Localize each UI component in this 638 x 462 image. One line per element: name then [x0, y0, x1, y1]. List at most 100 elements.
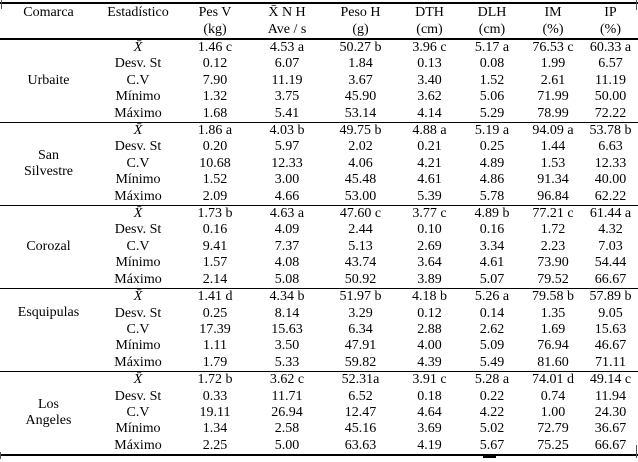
value-cell: 4.00 — [417, 338, 442, 354]
value-cell: 4.63 a — [251, 205, 323, 223]
value-cell: 3.40 — [417, 72, 442, 88]
column-header-im: IM (%) — [523, 3, 583, 40]
table-row: Esquipulas X̄ 1.41 d 4.34 b 51.97 b 4.18 b 5.2… — [0, 288, 638, 372]
value-cell: 47.91 — [344, 338, 377, 354]
value-cell: 3.62 c — [251, 371, 323, 389]
value-cell: 5.29 — [479, 105, 505, 121]
value-cell: 1.00 — [540, 404, 566, 420]
table-row: Corozal X̄ 1.73 b 4.63 a 47.60 c 3.77 c 4.89 b… — [0, 205, 638, 289]
value-cell: 46.67 — [594, 338, 627, 354]
value-cell: 79.58 b — [523, 288, 583, 306]
value-cell: 3.64 — [417, 255, 442, 271]
value-cell: 62.22 — [594, 188, 627, 204]
comarca-label: Esquipulas — [0, 288, 97, 372]
stat-label: C.V — [126, 404, 150, 420]
value-cell: 5.06 — [479, 89, 505, 105]
value-cell: 4.89 — [479, 155, 505, 171]
value-cell: 50.92 — [344, 271, 377, 287]
value-cell: 4.14 — [417, 105, 442, 121]
value-cell: 76.53 c — [523, 38, 583, 57]
header-line1: IP — [604, 5, 617, 20]
value-cell: 5.26 a — [461, 288, 523, 306]
value-cell: 74.01 d — [523, 371, 583, 389]
value-cell: 1.35 — [540, 305, 566, 321]
value-cell: 12.47 — [344, 404, 377, 420]
header-line2 — [97, 21, 179, 38]
table-row: Mínimo 1.52 3.00 45.48 4.61 4.86 91.34 40.00 — [0, 172, 638, 188]
value-cell: 5.08 — [274, 271, 300, 287]
value-cell: 1.84 — [348, 56, 373, 72]
table-row: Mínimo 1.32 3.75 45.90 3.62 5.06 71.99 50.00 — [0, 89, 638, 105]
value-cell: 5.13 — [348, 238, 373, 254]
stat-label: Mínimo — [115, 255, 161, 271]
value-cell: 1.68 — [202, 105, 228, 121]
value-cell: 4.32 — [598, 222, 623, 238]
stat-label: X̄ — [97, 38, 179, 57]
value-cell: 9.05 — [598, 305, 623, 321]
value-cell: 53.00 — [344, 188, 377, 204]
header-line2: (%) — [542, 22, 564, 37]
value-cell: 0.20 — [202, 139, 228, 155]
value-cell: 6.34 — [348, 321, 373, 337]
value-cell: 3.96 c — [398, 38, 461, 57]
value-cell: 53.78 b — [583, 122, 638, 140]
header-line1: Pes V — [198, 5, 232, 20]
value-cell: 0.16 — [479, 222, 505, 238]
value-cell: 1.32 — [202, 89, 228, 105]
value-cell: 0.16 — [202, 222, 228, 238]
value-cell: 2.61 — [540, 72, 566, 88]
value-cell: 1.79 — [202, 354, 228, 370]
value-cell: 11.71 — [271, 388, 303, 404]
value-cell: 4.09 — [274, 222, 300, 238]
table-row: Desv. St 0.25 8.14 3.29 0.12 0.14 1.35 9.05 — [0, 306, 638, 322]
value-cell: 4.53 a — [251, 38, 323, 57]
value-cell: 66.67 — [594, 271, 627, 287]
value-cell: 63.63 — [344, 437, 377, 453]
value-cell: 1.73 b — [179, 205, 251, 223]
value-cell: 0.25 — [202, 305, 228, 321]
value-cell: 78.99 — [537, 105, 569, 121]
footnote-partial-mark — [483, 456, 496, 458]
stat-label: Máximo — [114, 354, 162, 370]
table-row: Mínimo 1.57 4.08 43.74 3.64 4.61 73.90 54.44 — [0, 255, 638, 271]
stat-label: C.V — [126, 155, 150, 171]
value-cell: 5.97 — [274, 139, 300, 155]
comarca-label: San Silvestre — [0, 122, 97, 206]
stat-label: Máximo — [114, 188, 162, 204]
value-cell: 4.21 — [417, 155, 442, 171]
value-cell: 15.63 — [594, 321, 627, 337]
table-row: Máximo 1.79 5.33 59.82 4.39 5.49 81.60 71.11 — [0, 355, 638, 372]
header-line1: Estadístico — [107, 5, 169, 20]
value-cell: 3.34 — [479, 238, 505, 254]
table-row: Desv. St 0.20 5.97 2.02 0.21 0.25 1.44 6.63 — [0, 139, 638, 155]
table-body: Urbaite X̄ 1.46 c 4.53 a 50.27 b 3.96 c 5.17 a… — [0, 38, 638, 456]
value-cell: 2.62 — [479, 321, 505, 337]
value-cell: 4.03 b — [251, 122, 323, 140]
value-cell: 4.86 — [479, 172, 505, 188]
table-row: Máximo 1.68 5.41 53.14 4.14 5.29 78.99 72.22 — [0, 106, 638, 123]
stat-label: Desv. St — [114, 139, 162, 155]
value-cell: 72.22 — [594, 105, 627, 121]
value-cell: 15.63 — [271, 321, 303, 337]
value-cell: 3.77 c — [398, 205, 461, 223]
value-cell: 71.99 — [537, 89, 569, 105]
value-cell: 9.41 — [202, 238, 228, 254]
table-row: Desv. St 0.16 4.09 2.44 0.10 0.16 1.72 4.32 — [0, 222, 638, 238]
value-cell: 5.07 — [479, 271, 505, 287]
column-header-dth: DTH (cm) — [398, 3, 461, 40]
table-row: Máximo 2.14 5.08 50.92 3.89 5.07 79.52 66.67 — [0, 272, 638, 289]
value-cell: 60.33 a — [583, 38, 638, 57]
value-cell: 4.88 a — [398, 122, 461, 140]
value-cell: 5.00 — [274, 437, 300, 453]
value-cell: 4.66 — [274, 188, 300, 204]
value-cell: 6.57 — [598, 56, 623, 72]
value-cell: 10.68 — [199, 155, 231, 171]
table-row: C.V 7.90 11.19 3.67 3.40 1.52 2.61 11.19 — [0, 73, 638, 89]
value-cell: 4.39 — [417, 354, 442, 370]
value-cell: 3.67 — [348, 72, 373, 88]
value-cell: 0.25 — [479, 139, 505, 155]
value-cell: 79.52 — [537, 271, 569, 287]
header-line1: Comarca — [23, 5, 74, 20]
value-cell: 5.39 — [417, 188, 442, 204]
